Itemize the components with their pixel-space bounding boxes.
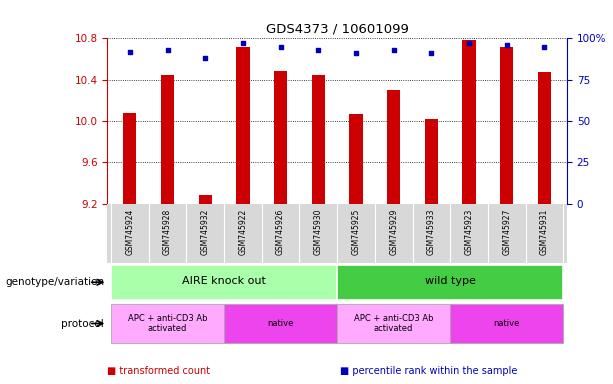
Text: GSM745927: GSM745927 (502, 208, 511, 255)
Point (427, 50, 436, 56)
Bar (349, 114, 362, 204)
Text: APC + anti-CD3 Ab
activated: APC + anti-CD3 Ab activated (354, 314, 433, 333)
Text: ■ transformed count: ■ transformed count (107, 366, 210, 376)
Point (276, 43, 286, 50)
Point (238, 40, 248, 46)
Text: native: native (267, 319, 294, 328)
Text: GSM745926: GSM745926 (276, 208, 285, 255)
Text: GSM745932: GSM745932 (200, 208, 210, 255)
Text: GSM745930: GSM745930 (314, 208, 323, 255)
Text: native: native (493, 319, 520, 328)
Bar (387, 90, 400, 204)
Text: genotype/variation: genotype/variation (5, 277, 104, 287)
Bar (224, 304, 337, 343)
Bar (123, 113, 137, 204)
Bar (538, 73, 551, 204)
Bar (312, 74, 325, 204)
Bar (274, 71, 287, 204)
Point (313, 47, 323, 53)
Point (125, 48, 135, 55)
Bar (425, 119, 438, 204)
Text: GSM745933: GSM745933 (427, 208, 436, 255)
Point (502, 42, 512, 48)
Point (464, 40, 474, 46)
Text: GSM745922: GSM745922 (238, 208, 248, 255)
Bar (500, 46, 513, 204)
Point (162, 47, 172, 53)
Title: GDS4373 / 10601099: GDS4373 / 10601099 (265, 23, 409, 36)
Bar (462, 40, 476, 204)
Text: GSM745929: GSM745929 (389, 208, 398, 255)
Text: APC + anti-CD3 Ab
activated: APC + anti-CD3 Ab activated (128, 314, 207, 333)
Bar (199, 195, 212, 204)
Text: GSM745923: GSM745923 (465, 208, 474, 255)
Text: GSM745925: GSM745925 (351, 208, 360, 255)
Text: ■ percentile rank within the sample: ■ percentile rank within the sample (340, 366, 517, 376)
Text: GSM745924: GSM745924 (126, 208, 134, 255)
Bar (111, 304, 224, 343)
Text: AIRE knock out: AIRE knock out (182, 276, 266, 286)
Bar (237, 46, 249, 204)
Point (539, 43, 549, 50)
Text: GSM745931: GSM745931 (540, 208, 549, 255)
Point (200, 55, 210, 61)
Bar (161, 74, 174, 204)
Bar (111, 265, 337, 300)
Bar (450, 304, 563, 343)
Text: protocol: protocol (61, 318, 104, 329)
Text: GSM745928: GSM745928 (163, 208, 172, 255)
Bar (337, 265, 563, 300)
Point (351, 50, 361, 56)
Bar (337, 304, 450, 343)
Text: wild type: wild type (425, 276, 476, 286)
Point (389, 47, 398, 53)
